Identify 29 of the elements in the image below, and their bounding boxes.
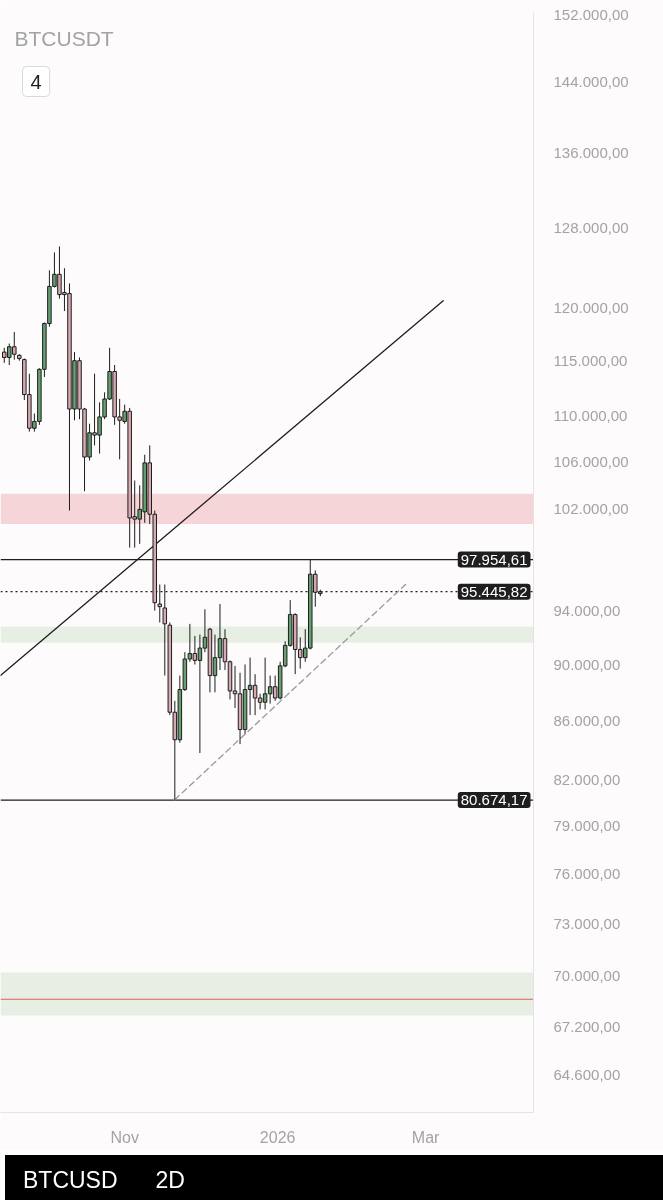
y-tick-label: 90.000,00 <box>553 655 621 673</box>
y-tick-label: 70.000,00 <box>553 966 621 984</box>
x-tick-label: Mar <box>411 1128 441 1146</box>
ref-line-label: 97.954,61 <box>460 550 528 568</box>
y-tick-label: 67.200,00 <box>553 1017 621 1035</box>
y-tick-label: 76.000,00 <box>553 865 621 883</box>
annotation: 4 <box>30 70 42 93</box>
y-tick-label: 94.000,00 <box>553 601 621 619</box>
x-tick-label: 2026 <box>259 1128 296 1146</box>
y-tick-label: 152.000,00 <box>553 5 629 23</box>
text: BTCUSD <box>23 1167 118 1193</box>
y-tick-label: 79.000,00 <box>553 817 621 835</box>
ref-line-label: 80.674,17 <box>460 791 528 809</box>
y-tick-label: 73.000,00 <box>553 914 621 932</box>
ref-line-label: 95.445,82 <box>460 582 528 600</box>
y-tick-label: 102.000,00 <box>553 500 629 518</box>
y-tick-label: 86.000,00 <box>553 711 621 729</box>
y-tick-label: 64.600,00 <box>553 1066 621 1084</box>
y-tick-label: 120.000,00 <box>553 298 629 316</box>
y-tick-label: 128.000,00 <box>553 218 629 236</box>
y-tick-label: 144.000,00 <box>553 72 629 90</box>
y-tick-label: 106.000,00 <box>553 452 629 470</box>
y-tick-label: 136.000,00 <box>553 143 629 161</box>
y-tick-label: 82.000,00 <box>553 770 621 788</box>
y-tick-label: 115.000,00 <box>553 351 628 369</box>
text: 2D <box>155 1167 185 1193</box>
y-tick-label: 110.000,00 <box>553 406 628 424</box>
x-tick-label: Nov <box>110 1128 139 1146</box>
text: BTCUSDT <box>14 27 114 50</box>
